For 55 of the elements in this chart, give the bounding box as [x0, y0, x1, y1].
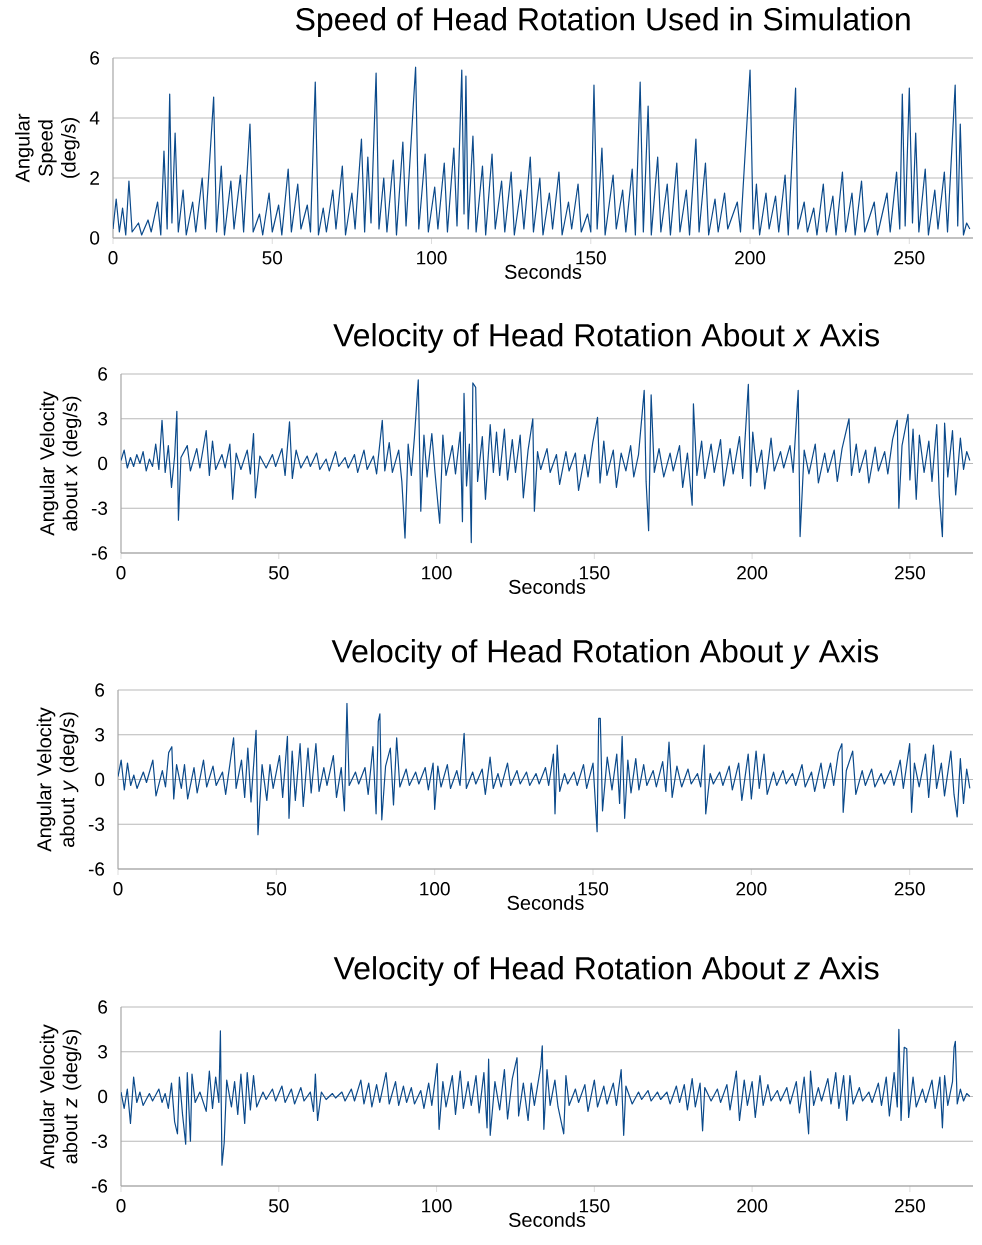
y-tick-label: 0 [90, 231, 100, 245]
y-tick-label: -3 [88, 817, 105, 831]
x-axis-title: Seconds [509, 579, 586, 594]
x-tick-label: 150 [578, 882, 609, 896]
y-tick-label: 2 [90, 171, 99, 185]
x-tick-label: 0 [116, 566, 126, 580]
x-tick-label: 0 [108, 251, 118, 265]
y-tick-label: 6 [90, 51, 100, 65]
y-tick-label: 6 [98, 1000, 108, 1014]
y-tick-label: 6 [95, 683, 105, 697]
y-tick-label: -6 [88, 862, 105, 876]
x-tick-label: 200 [737, 566, 768, 580]
line-series [121, 1028, 971, 1166]
x-tick-label: 0 [113, 882, 123, 896]
y-tick-label: 0 [98, 1089, 108, 1104]
y-tick-label: 4 [89, 111, 100, 125]
y-axis-title: Angular Speed (deg/s) [14, 113, 80, 183]
x-tick-label: 100 [422, 566, 452, 580]
y-tick-label: 3 [98, 412, 108, 426]
y-tick-label: 0 [95, 772, 105, 787]
y-tick-label: -3 [91, 1134, 108, 1148]
x-tick-label: 50 [268, 566, 289, 580]
x-tick-label: 100 [417, 251, 447, 265]
chart-title: Speed of Head Rotation Used in Simulation [296, 7, 910, 37]
y-tick-label: -3 [91, 501, 108, 515]
x-axis-title: Seconds [509, 1212, 586, 1227]
y-tick-label: 6 [98, 367, 108, 381]
x-tick-label: 100 [420, 882, 450, 896]
line-series [118, 702, 971, 836]
chart-title: Velocity of Head Rotation About y Axis [331, 639, 879, 669]
x-tick-label: 200 [735, 251, 766, 265]
line-series [121, 379, 971, 544]
x-tick-label: 150 [576, 251, 606, 265]
x-axis-title: Seconds [507, 895, 584, 910]
y-tick-label: 3 [98, 1045, 108, 1059]
chart-title: Velocity of Head Rotation About x Axis [333, 323, 879, 353]
x-tick-label: 200 [736, 882, 767, 896]
x-axis-title: Seconds [505, 264, 582, 279]
x-tick-label: 150 [579, 566, 610, 580]
y-tick-label: -6 [91, 546, 108, 560]
y-tick-label: 0 [98, 456, 108, 471]
y-tick-label: -6 [91, 1179, 108, 1193]
y-tick-label: 3 [95, 728, 105, 742]
x-tick-label: 200 [737, 1199, 768, 1213]
x-tick-label: 250 [894, 566, 925, 580]
x-tick-label: 0 [116, 1199, 126, 1213]
chart-title: Velocity of Head Rotation About z Axis [333, 956, 879, 986]
x-tick-label: 250 [894, 251, 925, 265]
x-tick-label: 250 [894, 882, 925, 896]
x-tick-label: 150 [579, 1199, 610, 1213]
x-tick-label: 50 [266, 882, 287, 896]
x-tick-label: 50 [268, 1199, 289, 1213]
x-tick-label: 250 [894, 1199, 925, 1213]
x-tick-label: 50 [262, 251, 283, 265]
x-tick-label: 100 [422, 1199, 452, 1213]
